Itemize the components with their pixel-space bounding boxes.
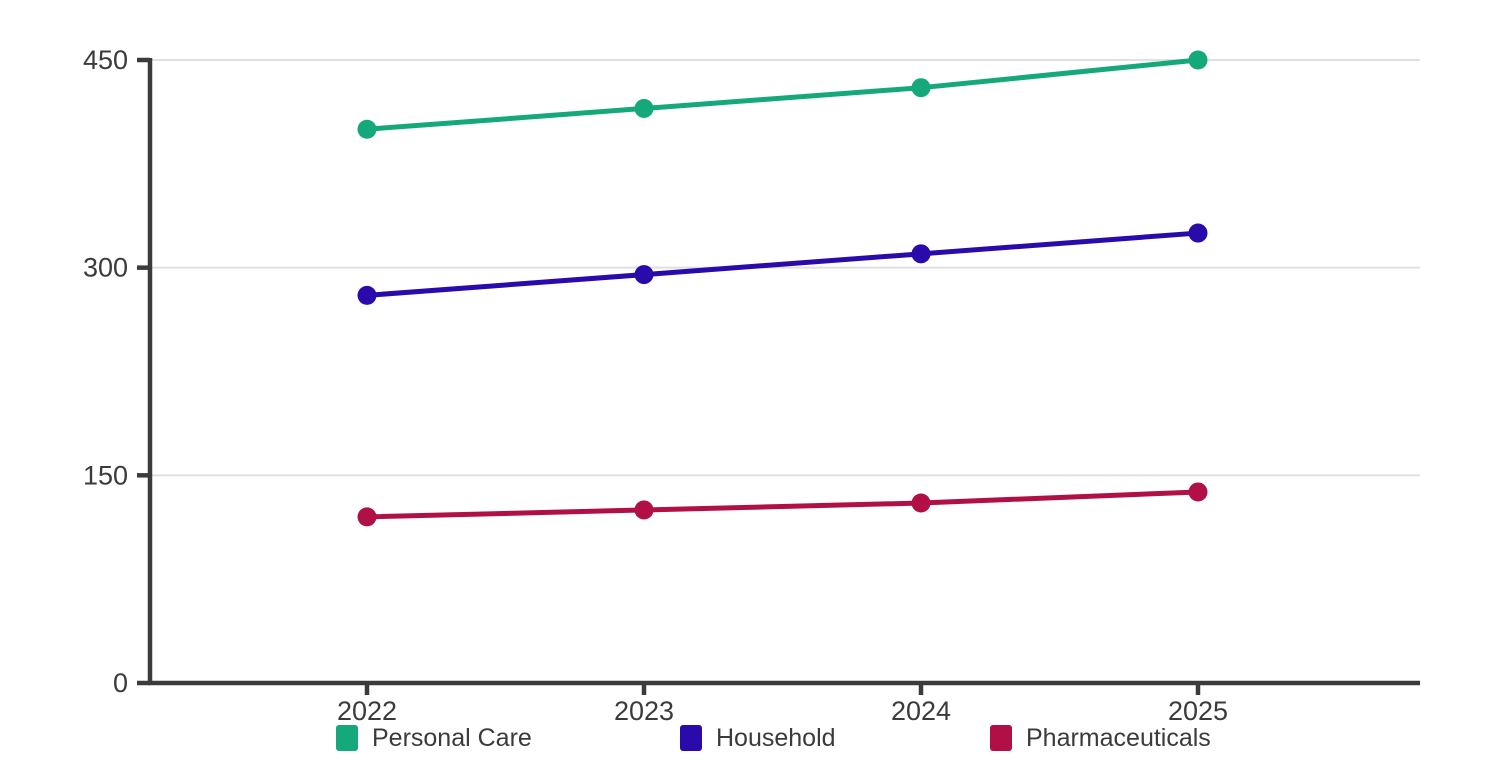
data-point-household-2023[interactable] xyxy=(634,265,654,285)
data-point-pharmaceuticals-2024[interactable] xyxy=(911,493,931,513)
legend-swatch-pharmaceuticals xyxy=(990,725,1012,751)
x-tick-label: 2023 xyxy=(614,696,674,726)
y-tick-label: 150 xyxy=(83,460,128,490)
data-point-personal-care-2023[interactable] xyxy=(634,98,654,118)
y-tick-label: 450 xyxy=(83,45,128,75)
x-tick-label: 2024 xyxy=(891,696,951,726)
x-tick-label: 2025 xyxy=(1168,696,1228,726)
series-line-personal-care xyxy=(364,57,1201,132)
data-point-pharmaceuticals-2022[interactable] xyxy=(357,507,377,527)
legend-label-personal-care: Personal Care xyxy=(372,724,532,752)
legend-item-pharmaceuticals[interactable]: Pharmaceuticals xyxy=(990,722,1211,754)
chart-legend: Personal Care Household Pharmaceuticals xyxy=(0,722,1500,762)
data-point-household-2025[interactable] xyxy=(1188,223,1208,243)
legend-label-household: Household xyxy=(716,724,836,752)
data-point-personal-care-2024[interactable] xyxy=(911,78,931,98)
data-point-household-2024[interactable] xyxy=(911,244,931,264)
legend-swatch-personal-care xyxy=(336,725,358,751)
series-line-household xyxy=(364,230,1201,298)
y-tick-label: 0 xyxy=(113,668,128,698)
legend-label-pharmaceuticals: Pharmaceuticals xyxy=(1026,724,1211,752)
data-point-pharmaceuticals-2025[interactable] xyxy=(1188,482,1208,502)
legend-item-personal-care[interactable]: Personal Care xyxy=(336,722,532,754)
x-tick-label: 2022 xyxy=(337,696,397,726)
legend-swatch-household xyxy=(680,725,702,751)
series-line-pharmaceuticals xyxy=(364,489,1201,520)
data-point-personal-care-2025[interactable] xyxy=(1188,50,1208,70)
data-point-pharmaceuticals-2023[interactable] xyxy=(634,500,654,520)
data-point-household-2022[interactable] xyxy=(357,285,377,305)
legend-item-household[interactable]: Household xyxy=(680,722,836,754)
y-tick-label: 300 xyxy=(83,253,128,283)
data-point-personal-care-2022[interactable] xyxy=(357,119,377,139)
